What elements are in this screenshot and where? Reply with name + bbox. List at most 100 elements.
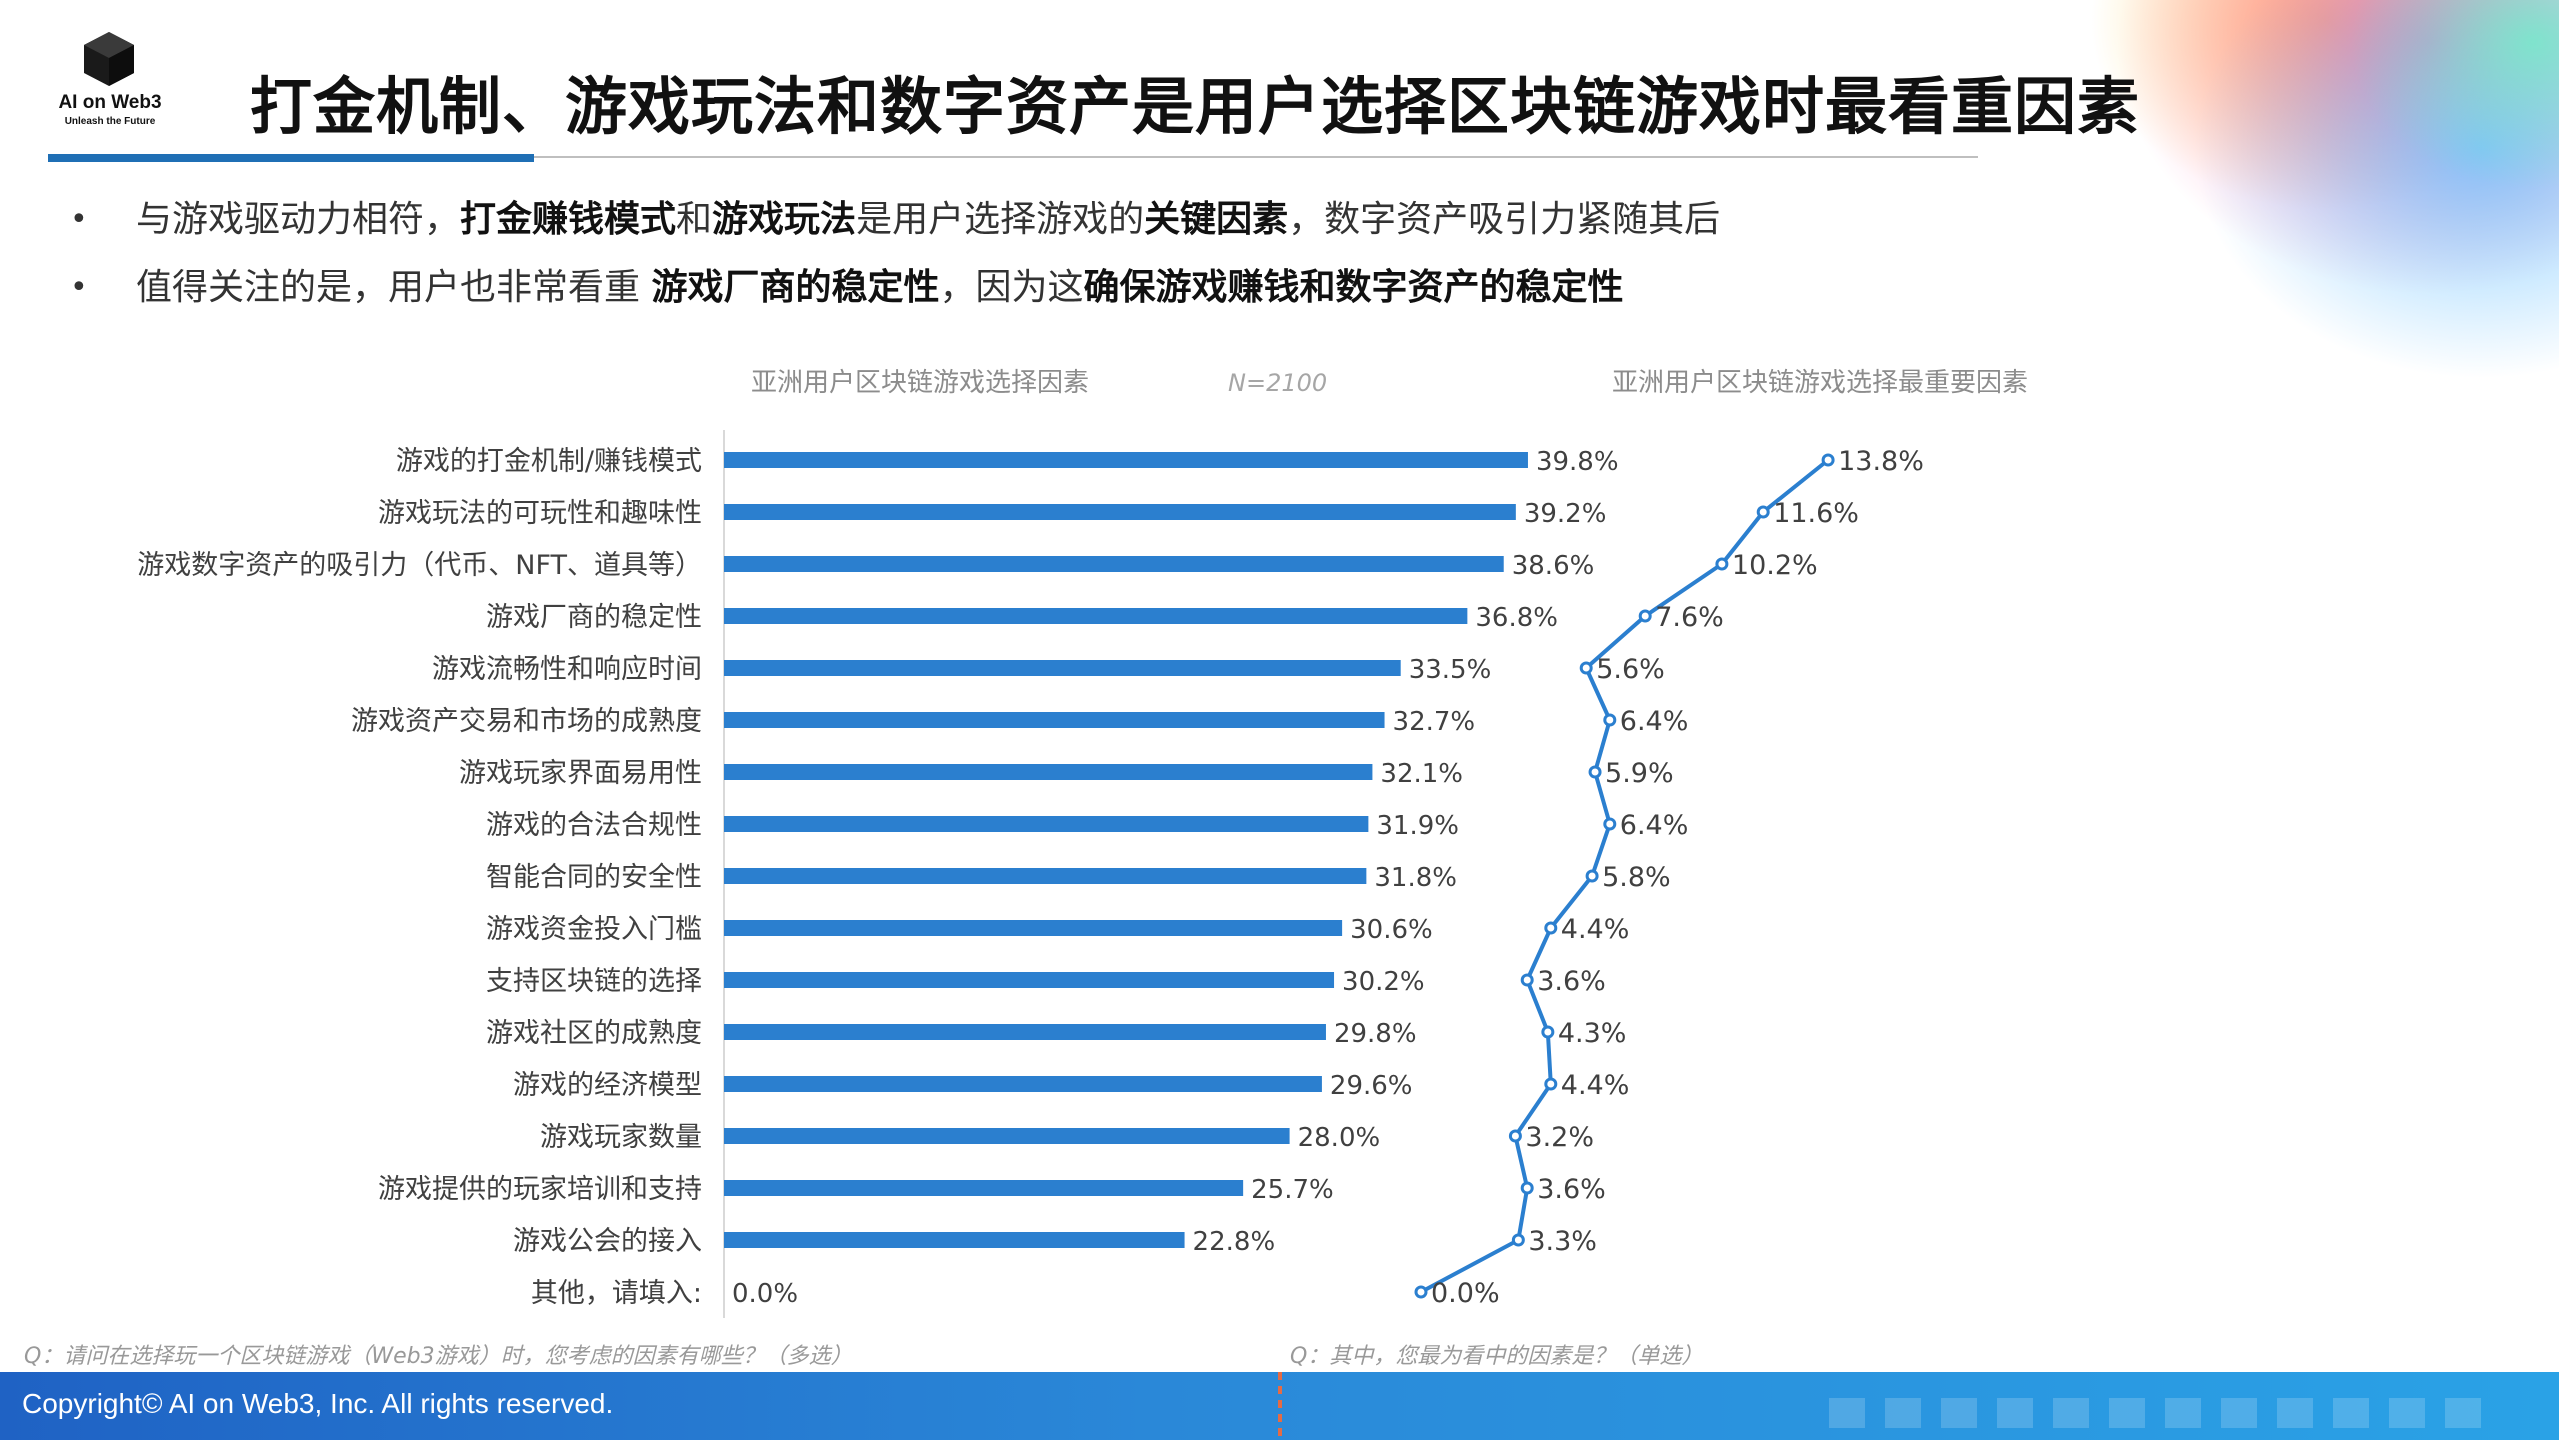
bar bbox=[724, 972, 1335, 988]
line-value-label: 4.4% bbox=[1561, 1070, 1630, 1101]
line-point bbox=[1756, 505, 1770, 519]
bar-category-label: 游戏厂商的稳定性 bbox=[486, 602, 702, 633]
line-chart: 13.8% 11.6% 10.2% 7.6% 5.6% 6.4% 5.9% 6.4% 5.8% 4… bbox=[1414, 446, 1924, 1309]
line-point bbox=[1585, 869, 1599, 883]
bar-value-label: 0.0% bbox=[732, 1279, 798, 1309]
title-divider bbox=[48, 156, 1978, 158]
bar bbox=[724, 1024, 1326, 1040]
bar-category-label: 游戏的打金机制/赚钱模式 bbox=[396, 446, 702, 477]
bar-value-label: 39.8% bbox=[1536, 447, 1619, 477]
bar bbox=[724, 712, 1385, 728]
bar-category-label: 游戏玩家数量 bbox=[540, 1122, 702, 1153]
bar bbox=[724, 1128, 1290, 1144]
line-point bbox=[1414, 1285, 1428, 1299]
footer-bar: Copyright© AI on Web3, Inc. All rights r… bbox=[0, 1372, 2559, 1440]
logo-title: AI on Web3 bbox=[58, 92, 162, 113]
line-point bbox=[1579, 661, 1593, 675]
line-value-label: 3.6% bbox=[1537, 1174, 1606, 1205]
text-segment: 是用户选择游戏的 bbox=[856, 199, 1145, 240]
bar-category-label: 支持区块链的选择 bbox=[486, 966, 702, 997]
highlight-text: 游戏玩法 bbox=[712, 199, 857, 240]
bar-category-label: 其他，请填入: bbox=[531, 1278, 702, 1309]
bar-value-label: 32.1% bbox=[1380, 759, 1463, 789]
text-segment: 与游戏驱动力相符， bbox=[136, 199, 461, 240]
line-value-label: 3.2% bbox=[1525, 1122, 1594, 1153]
highlight-text: 打金赚钱模式 bbox=[460, 199, 677, 240]
line-point bbox=[1603, 713, 1617, 727]
bar-value-label: 29.6% bbox=[1330, 1071, 1413, 1101]
bar-category-label: 游戏资金投入门槛 bbox=[486, 914, 702, 945]
bar-value-label: 38.6% bbox=[1512, 551, 1595, 581]
line-chart-question: Q：其中，您最为看中的因素是？（单选） bbox=[1290, 1344, 1704, 1369]
bar-value-label: 31.9% bbox=[1376, 811, 1459, 841]
line-point bbox=[1511, 1233, 1525, 1247]
line-point bbox=[1603, 817, 1617, 831]
bar-category-label: 游戏资产交易和市场的成熟度 bbox=[351, 706, 702, 737]
bar bbox=[724, 452, 1528, 468]
line-chart-title: 亚洲用户区块链游戏选择最重要因素 bbox=[1612, 368, 2028, 398]
line-value-label: 5.6% bbox=[1596, 654, 1665, 685]
bar-category-label: 游戏的经济模型 bbox=[513, 1070, 702, 1101]
bar bbox=[724, 1232, 1185, 1248]
bar-value-label: 30.6% bbox=[1350, 915, 1433, 945]
bar-category-label: 游戏社区的成熟度 bbox=[486, 1018, 702, 1049]
bar-value-label: 31.8% bbox=[1374, 863, 1457, 893]
line-value-label: 3.3% bbox=[1528, 1226, 1597, 1257]
bar bbox=[724, 764, 1373, 780]
cube-logo-icon bbox=[84, 32, 134, 86]
line-value-label: 3.6% bbox=[1537, 966, 1606, 997]
bar-category-label: 游戏玩家界面易用性 bbox=[459, 758, 702, 789]
line-value-label: 7.6% bbox=[1655, 602, 1724, 633]
text-segment: ，数字资产吸引力紧随其后 bbox=[1288, 199, 1721, 240]
line-point bbox=[1520, 1181, 1534, 1195]
line-point bbox=[1588, 765, 1602, 779]
footer-divider bbox=[1278, 1372, 1282, 1440]
line-value-label: 6.4% bbox=[1620, 810, 1689, 841]
bar bbox=[724, 608, 1468, 624]
bar-value-label: 39.2% bbox=[1524, 499, 1607, 529]
bullet-dot: • bbox=[70, 202, 88, 237]
bar-category-label: 游戏数字资产的吸引力（代币、NFT、道具等） bbox=[137, 550, 702, 581]
text-segment: 和 bbox=[676, 199, 713, 240]
logo-tagline: Unleash the Future bbox=[64, 116, 156, 127]
line-value-label: 4.3% bbox=[1558, 1018, 1627, 1049]
line-point bbox=[1821, 453, 1835, 467]
copyright-text: Copyright© AI on Web3, Inc. All rights r… bbox=[22, 1388, 614, 1419]
line-value-label: 10.2% bbox=[1732, 550, 1818, 581]
line-value-label: 13.8% bbox=[1838, 446, 1924, 477]
line-point bbox=[1638, 609, 1652, 623]
bar-value-label: 29.8% bbox=[1334, 1019, 1417, 1049]
line-point bbox=[1508, 1129, 1522, 1143]
bullet-dot: • bbox=[70, 270, 88, 305]
bar bbox=[724, 1180, 1244, 1196]
bar-chart-title: 亚洲用户区块链游戏选择因素 bbox=[751, 368, 1089, 398]
bar-category-label: 游戏提供的玩家培训和支持 bbox=[378, 1174, 702, 1205]
bar-category-label: 游戏玩法的可玩性和趣味性 bbox=[378, 498, 702, 529]
charts-area: 亚洲用户区块链游戏选择因素 N=2100 亚洲用户区块链游戏选择最重要因素 游戏… bbox=[137, 368, 2028, 1318]
line-value-label: 4.4% bbox=[1561, 914, 1630, 945]
bar-chart-question: Q：请问在选择玩一个区块链游戏（Web3游戏）时，您考虑的因素有哪些？（多选） bbox=[24, 1344, 853, 1369]
bar-category-label: 游戏流畅性和响应时间 bbox=[432, 654, 702, 685]
line-point bbox=[1544, 1077, 1558, 1091]
line-point bbox=[1715, 557, 1729, 571]
line-point bbox=[1544, 921, 1558, 935]
footer-decoration bbox=[1829, 1398, 2529, 1428]
line-point bbox=[1541, 1025, 1555, 1039]
line-value-label: 0.0% bbox=[1431, 1278, 1500, 1309]
bar-value-label: 33.5% bbox=[1409, 655, 1492, 685]
bar bbox=[724, 920, 1343, 936]
bar-category-label: 游戏的合法合规性 bbox=[486, 810, 702, 841]
line-value-label: 5.9% bbox=[1605, 758, 1674, 789]
company-logo: AI on Web3 Unleash the Future bbox=[40, 30, 180, 140]
bar-value-label: 28.0% bbox=[1298, 1123, 1381, 1153]
line-value-label: 6.4% bbox=[1620, 706, 1689, 737]
line-point bbox=[1520, 973, 1534, 987]
finding-text-1: 与游戏驱动力相符，打金赚钱模式和游戏玩法是用户选择游戏的关键因素，数字资产吸引力… bbox=[136, 190, 1720, 250]
highlight-text: 关键因素 bbox=[1144, 199, 1289, 240]
bar-value-label: 25.7% bbox=[1251, 1175, 1334, 1205]
bar bbox=[724, 504, 1516, 520]
bar-value-label: 36.8% bbox=[1475, 603, 1558, 633]
bar-chart: 游戏的打金机制/赚钱模式 39.8% 游戏玩法的可玩性和趣味性 39.2% 游戏数字资产… bbox=[137, 430, 1619, 1318]
bar bbox=[724, 816, 1369, 832]
bar-category-label: 智能合同的安全性 bbox=[486, 862, 702, 893]
